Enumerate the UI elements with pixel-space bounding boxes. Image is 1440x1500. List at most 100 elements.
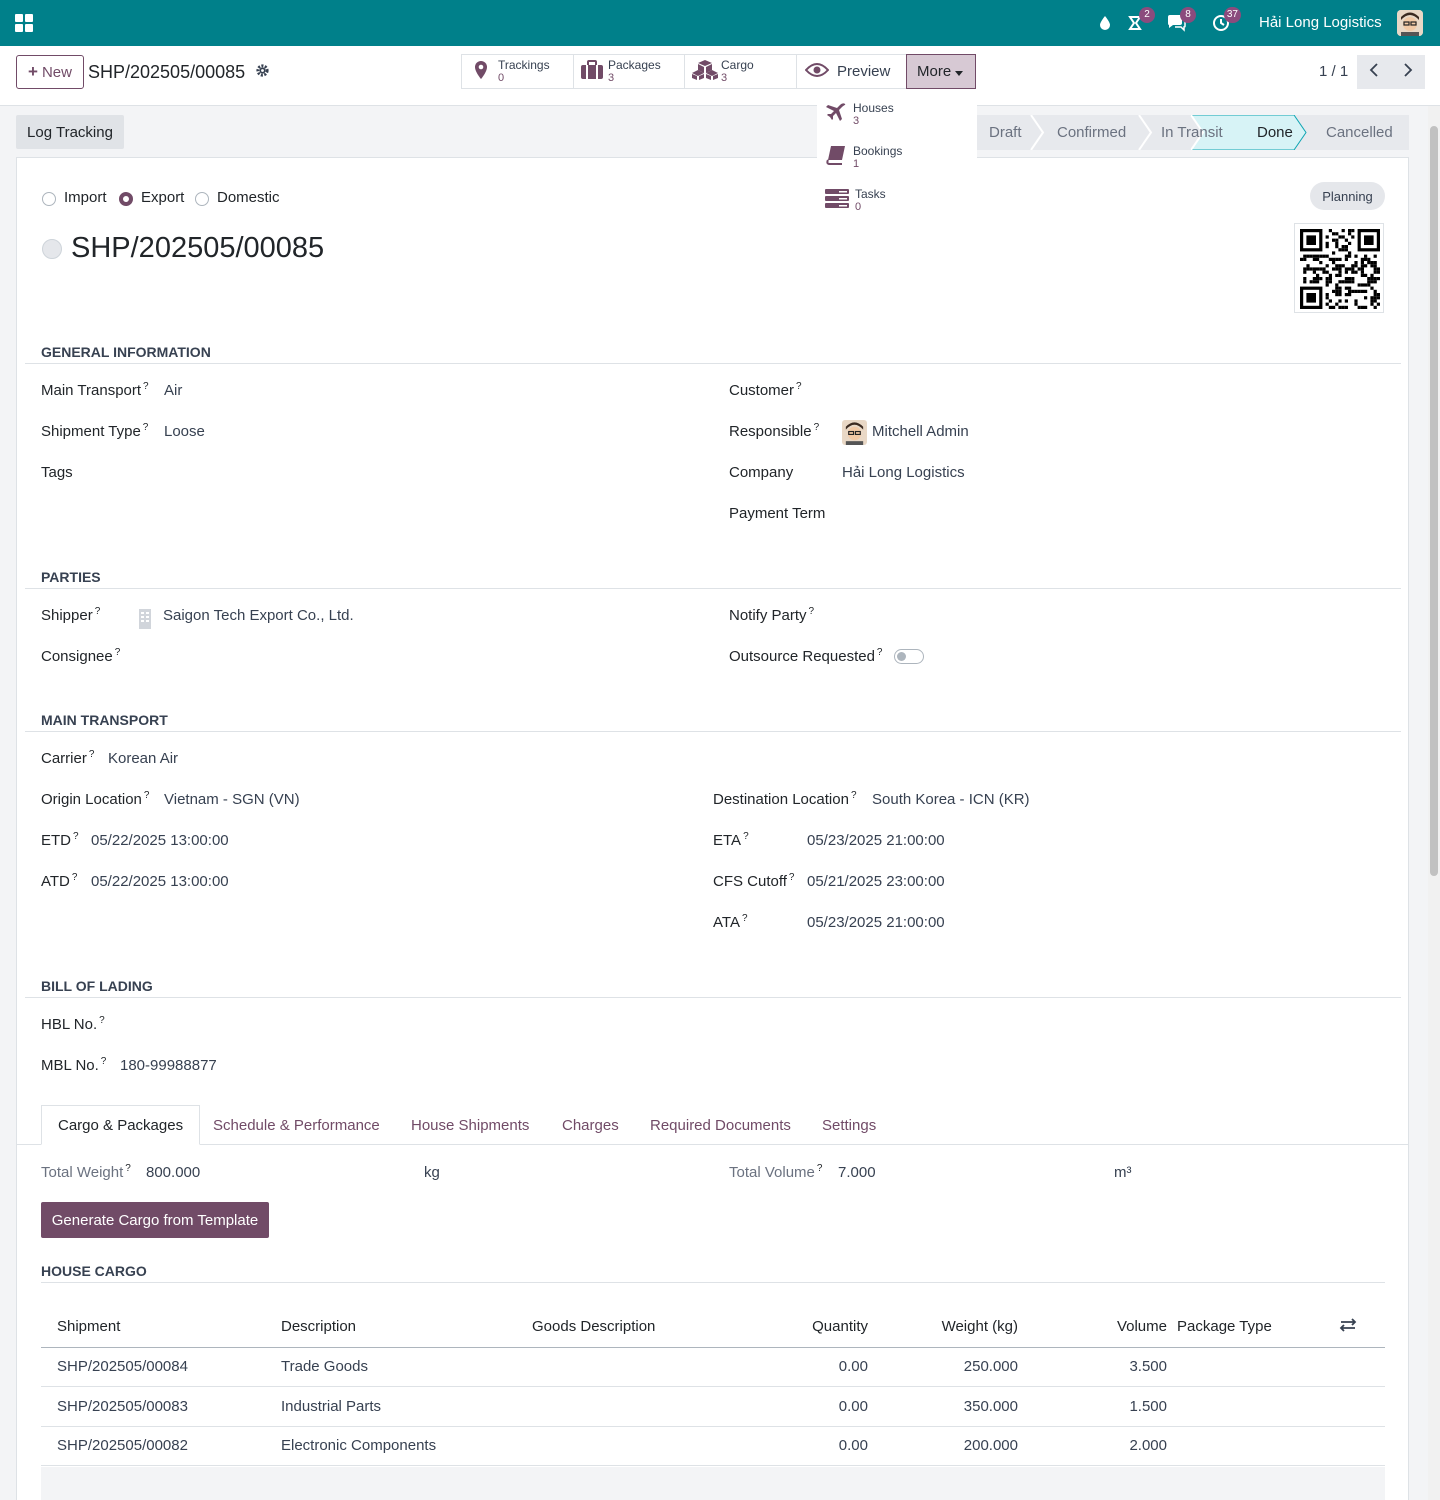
column-description[interactable]: Description [265, 1307, 516, 1348]
company-label: Company [729, 464, 794, 481]
carrier-field[interactable]: Korean Air [108, 750, 179, 767]
ata-field[interactable]: 05/23/2025 21:00:00 [807, 914, 945, 931]
gear-icon[interactable] [255, 63, 270, 82]
cell-empty [1323, 1426, 1385, 1466]
packages-smart-button[interactable]: Packages 3 [573, 54, 685, 89]
atd-field[interactable]: 05/22/2025 13:00:00 [91, 873, 229, 890]
cfs-cutoff-label: CFS Cutoff? [713, 872, 795, 890]
smart-buttons: Trackings 0 Packages 3 Cargo 3 Preview More [461, 54, 976, 89]
messages-badge: 8 [1180, 7, 1196, 23]
apps-menu-icon[interactable] [15, 14, 33, 32]
radio-domestic-label[interactable]: Domestic [217, 189, 280, 206]
form-sheet: Import Export Domestic SHP/202505/00085 … [16, 157, 1409, 1500]
breadcrumb-record-title: SHP/202505/00085 [88, 62, 246, 82]
consignee-field[interactable] [138, 648, 668, 668]
cfs-cutoff-field[interactable]: 05/21/2025 23:00:00 [807, 873, 945, 890]
cell-weight: 200.000 [884, 1426, 1034, 1466]
messages-icon[interactable]: 8 [1166, 7, 1196, 33]
tab-settings[interactable]: Settings [822, 1116, 877, 1134]
chevron-right-icon [1403, 63, 1413, 81]
table-footer [41, 1467, 1385, 1500]
cargo-label: Cargo [721, 58, 754, 72]
generate-cargo-button[interactable]: Generate Cargo from Template [41, 1202, 269, 1238]
tab-schedule-performance[interactable]: Schedule & Performance [213, 1116, 380, 1134]
total-weight-field[interactable]: 800.000 [146, 1164, 201, 1181]
radio-import[interactable] [42, 192, 56, 206]
preview-smart-button[interactable]: Preview [796, 54, 907, 89]
outsource-requested-toggle[interactable] [894, 649, 924, 664]
cargo-smart-button[interactable]: Cargo 3 [684, 54, 797, 89]
etd-field[interactable]: 05/22/2025 13:00:00 [91, 832, 229, 849]
priority-toggle[interactable] [42, 239, 62, 259]
optional-columns-toggle[interactable] [1323, 1307, 1385, 1348]
column-weight[interactable]: Weight (kg) [884, 1307, 1034, 1348]
stage-done[interactable]: Done [1257, 123, 1293, 141]
cell-description: Electronic Components [265, 1426, 516, 1466]
column-volume[interactable]: Volume [1034, 1307, 1173, 1348]
radio-export-label[interactable]: Export [141, 189, 185, 206]
bookings-menu-item[interactable]: Bookings 1 [825, 145, 902, 170]
column-package-type[interactable]: Package Type [1173, 1307, 1323, 1348]
cubes-icon [691, 59, 719, 85]
stage-cancelled[interactable]: Cancelled [1326, 123, 1393, 141]
column-goods-description[interactable]: Goods Description [516, 1307, 716, 1348]
pager-previous-button[interactable] [1357, 55, 1391, 89]
total-volume-field[interactable]: 7.000 [838, 1164, 876, 1181]
customer-field[interactable] [842, 382, 1372, 402]
responsible-avatar [842, 420, 867, 445]
tab-house-shipments[interactable]: House Shipments [411, 1116, 530, 1134]
more-dropdown-toggle[interactable]: More [906, 54, 976, 89]
total-volume-label: Total Volume? [729, 1163, 823, 1181]
table-row[interactable]: SHP/202505/00084 Trade Goods 0.00 250.00… [41, 1347, 1385, 1387]
houses-count: 3 [853, 115, 860, 127]
tab-required-documents[interactable]: Required Documents [650, 1116, 791, 1134]
notebook-tabs: Cargo & Packages Schedule & Performance … [17, 1105, 1408, 1145]
responsible-field[interactable]: Mitchell Admin [872, 423, 969, 440]
user-avatar[interactable] [1397, 10, 1423, 36]
stage-confirmed[interactable]: Confirmed [1057, 123, 1127, 141]
pager-value[interactable]: 1 / 1 [1319, 63, 1349, 80]
tasks-menu-item[interactable]: Tasks 0 [825, 188, 886, 213]
stage-draft[interactable]: Draft [989, 123, 1022, 141]
stage-in-transit[interactable]: In Transit [1161, 123, 1223, 141]
shipment-type-field[interactable]: Loose [164, 423, 205, 440]
chevron-left-icon [1369, 63, 1379, 81]
table-row[interactable]: SHP/202505/00083 Industrial Parts 0.00 3… [41, 1386, 1385, 1427]
droplet-icon[interactable] [1095, 13, 1115, 33]
origin-location-field[interactable]: Vietnam - SGN (VN) [164, 791, 300, 808]
tab-charges[interactable]: Charges [562, 1116, 619, 1134]
destination-location-field[interactable]: South Korea - ICN (KR) [872, 791, 1030, 808]
houses-label: Houses [853, 101, 894, 115]
shipment-name[interactable]: SHP/202505/00085 [71, 232, 325, 264]
stage-arrows [971, 115, 1409, 150]
radio-domestic[interactable] [195, 192, 209, 206]
tags-field[interactable] [164, 464, 694, 484]
tab-cargo-packages[interactable]: Cargo & Packages [41, 1105, 201, 1145]
cargo-count: 3 [721, 72, 728, 84]
activity-icon[interactable]: 2 [1125, 7, 1155, 33]
cell-description: Trade Goods [265, 1347, 516, 1387]
pager-next-button[interactable] [1391, 55, 1425, 89]
shipper-field[interactable]: Saigon Tech Export Co., Ltd. [163, 607, 354, 624]
trackings-smart-button[interactable]: Trackings 0 [461, 54, 574, 89]
clock-icon[interactable]: 37 [1211, 7, 1241, 33]
log-tracking-button[interactable]: Log Tracking [16, 115, 124, 149]
page-scrollbar[interactable] [1428, 106, 1440, 1500]
column-quantity[interactable]: Quantity [716, 1307, 884, 1348]
notify-party-field[interactable] [842, 607, 1372, 627]
eta-field[interactable]: 05/23/2025 21:00:00 [807, 832, 945, 849]
new-button[interactable]: + New [16, 55, 84, 89]
section-house-cargo: House Cargo [41, 1263, 147, 1279]
company-field[interactable]: Hải Long Logistics [842, 464, 965, 481]
mbl-field[interactable]: 180-99988877 [120, 1057, 217, 1074]
table-row[interactable]: SHP/202505/00082 Electronic Components 0… [41, 1426, 1385, 1466]
column-shipment[interactable]: Shipment [41, 1307, 265, 1348]
payment-term-field[interactable] [842, 505, 1372, 525]
company-switcher[interactable]: Hải Long Logistics [1259, 14, 1382, 31]
houses-menu-item[interactable]: Houses 3 [825, 102, 894, 127]
scrollbar-thumb[interactable] [1430, 126, 1438, 876]
radio-import-label[interactable]: Import [64, 189, 107, 206]
main-transport-field[interactable]: Air [164, 382, 183, 399]
radio-export[interactable] [119, 192, 133, 206]
hbl-field[interactable] [120, 1016, 650, 1036]
